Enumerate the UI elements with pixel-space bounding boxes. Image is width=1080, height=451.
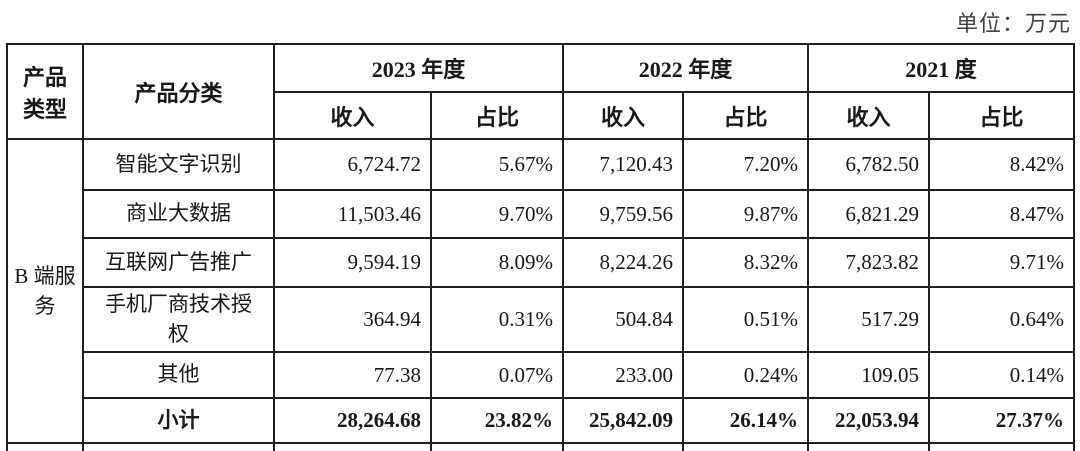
category-cell: 互联网广告推广 bbox=[82, 237, 275, 288]
revenue-2023-cell: 11,503.46 bbox=[273, 189, 432, 239]
share-2022-cell: 9.87% bbox=[682, 189, 810, 239]
header-share-2021: 占比 bbox=[928, 91, 1076, 140]
row-group-label: B 端服务 bbox=[6, 138, 84, 444]
partial-cell bbox=[6, 442, 84, 451]
subtotal-label-cell: 小计 bbox=[82, 397, 275, 444]
share-2021-cell: 0.14% bbox=[928, 351, 1076, 399]
revenue-2023-cell: 6,724.72 bbox=[273, 138, 432, 191]
revenue-2021-cell: 6,821.29 bbox=[807, 189, 931, 239]
category-cell: 其他 bbox=[82, 351, 275, 399]
table-row: 商业大数据 11,503.46 9.70% 9,759.56 9.87% 6,8… bbox=[7, 189, 1076, 239]
category-cell: 商业大数据 bbox=[82, 189, 275, 239]
revenue-2021-cell: 517.29 bbox=[807, 286, 931, 353]
revenue-2022-cell: 504.84 bbox=[562, 286, 685, 353]
share-2021-cell: 0.64% bbox=[928, 286, 1076, 353]
share-2023-cell: 0.31% bbox=[429, 286, 565, 353]
table-row: B 端服务 智能文字识别 6,724.72 5.67% 7,120.43 7.2… bbox=[6, 138, 1076, 444]
revenue-2023-cell: 9,594.19 bbox=[273, 237, 432, 288]
header-year-2021: 2021 度 bbox=[807, 43, 1076, 93]
revenue-2022-cell: 25,842.09 bbox=[562, 397, 685, 444]
header-year-2022: 2022 年度 bbox=[562, 43, 810, 93]
partial-cell bbox=[807, 442, 931, 451]
share-2022-cell: 7.20% bbox=[682, 138, 810, 191]
share-2023-cell: 0.07% bbox=[429, 351, 565, 399]
table-row: 互联网广告推广 9,594.19 8.09% 8,224.26 8.32% 7,… bbox=[7, 237, 1076, 288]
header-product-category: 产品分类 bbox=[82, 43, 275, 140]
share-2021-cell: 27.37% bbox=[928, 397, 1076, 444]
share-2022-cell: 0.24% bbox=[682, 351, 810, 399]
partial-cell bbox=[928, 442, 1076, 451]
header-row-metrics: 收入 占比 收入 占比 收入 占比 bbox=[7, 91, 1076, 140]
share-2021-cell: 8.47% bbox=[928, 189, 1076, 239]
header-year-2023: 2023 年度 bbox=[272, 43, 565, 93]
share-2021-cell: 9.71% bbox=[928, 237, 1076, 288]
share-2021-cell: 8.42% bbox=[928, 138, 1076, 191]
header-share-2022: 占比 bbox=[682, 91, 810, 140]
share-2022-cell: 8.32% bbox=[682, 237, 810, 288]
table-row: 手机厂商技术授权 364.94 0.31% 504.84 0.51% 517.2… bbox=[7, 286, 1076, 353]
header-revenue-2021: 收入 bbox=[807, 91, 931, 140]
partial-cell bbox=[82, 442, 275, 451]
revenue-2021-cell: 22,053.94 bbox=[807, 397, 931, 444]
partial-next-row bbox=[6, 442, 1076, 451]
revenue-2022-cell: 9,759.56 bbox=[562, 189, 685, 239]
share-2022-cell: 0.51% bbox=[682, 286, 810, 353]
revenue-2021-cell: 7,823.82 bbox=[807, 237, 931, 288]
partial-cell bbox=[562, 442, 685, 451]
partial-cell bbox=[429, 442, 565, 451]
header-revenue-2022: 收入 bbox=[562, 91, 685, 140]
share-2023-cell: 5.67% bbox=[429, 138, 565, 191]
revenue-2023-cell: 28,264.68 bbox=[273, 397, 432, 444]
partial-cell bbox=[682, 442, 810, 451]
revenue-breakdown-table: 产品类型 产品分类 2023 年度 2022 年度 2021 度 收入 占比 收… bbox=[6, 43, 1076, 451]
revenue-2023-cell: 364.94 bbox=[273, 286, 432, 353]
share-2023-cell: 9.70% bbox=[429, 189, 565, 239]
header-share-2023: 占比 bbox=[429, 91, 565, 140]
category-cell: 手机厂商技术授权 bbox=[82, 286, 275, 353]
unit-label: 单位：万元 bbox=[955, 11, 1071, 36]
partial-cell bbox=[273, 442, 432, 451]
revenue-2023-cell: 77.38 bbox=[273, 351, 432, 399]
revenue-2021-cell: 6,782.50 bbox=[807, 138, 931, 191]
category-cell: 智能文字识别 bbox=[82, 138, 275, 191]
header-row-years: 产品类型 产品分类 2023 年度 2022 年度 2021 度 bbox=[6, 43, 1076, 140]
header-product-type: 产品类型 bbox=[6, 43, 84, 140]
table-row: 其他 77.38 0.07% 233.00 0.24% 109.05 0.14% bbox=[7, 351, 1076, 399]
revenue-2022-cell: 7,120.43 bbox=[562, 138, 685, 191]
revenue-2022-cell: 8,224.26 bbox=[562, 237, 685, 288]
revenue-2022-cell: 233.00 bbox=[562, 351, 685, 399]
revenue-2021-cell: 109.05 bbox=[807, 351, 931, 399]
share-2023-cell: 8.09% bbox=[429, 237, 565, 288]
subtotal-row: 小计 28,264.68 23.82% 25,842.09 26.14% 22,… bbox=[7, 397, 1076, 444]
header-revenue-2023: 收入 bbox=[273, 91, 432, 140]
share-2022-cell: 26.14% bbox=[682, 397, 810, 444]
share-2023-cell: 23.82% bbox=[429, 397, 565, 444]
